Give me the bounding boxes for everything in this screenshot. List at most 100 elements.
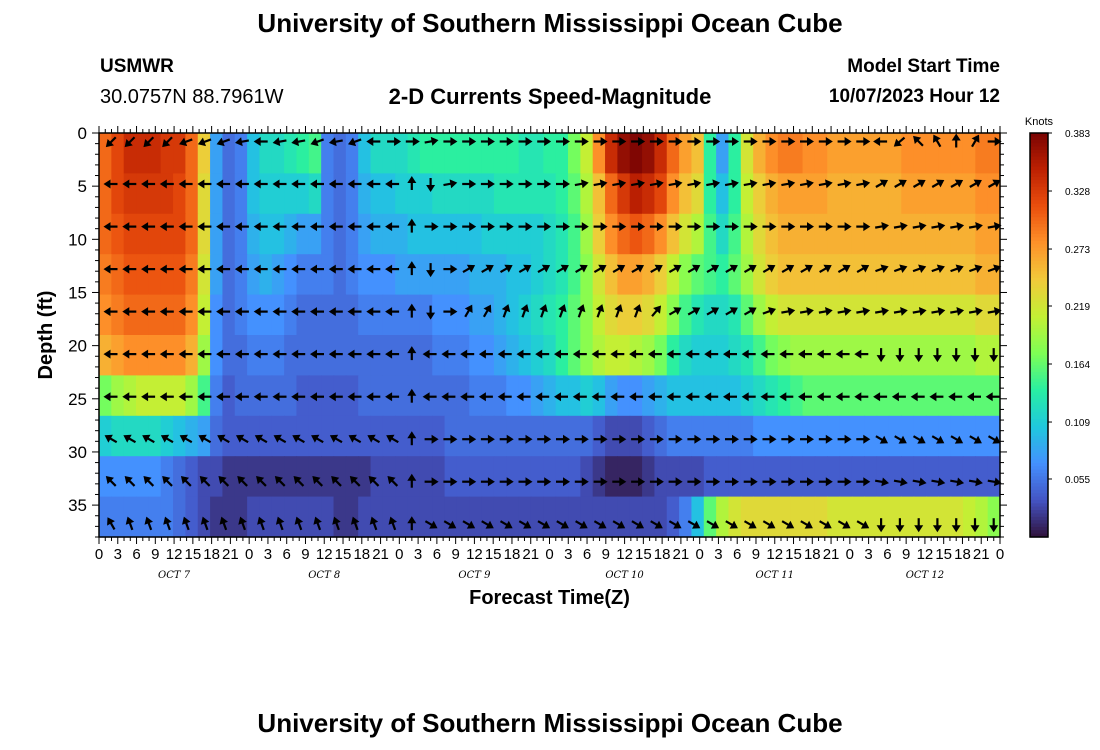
current-vector (967, 392, 981, 402)
colorbar-segment (1030, 365, 1048, 370)
current-vector (912, 264, 927, 273)
heatmap-cell (975, 415, 989, 457)
current-vector (593, 179, 608, 189)
heatmap-cell (703, 415, 717, 457)
current-vector (272, 349, 287, 359)
current-vector (951, 348, 961, 363)
colorbar-segment (1030, 260, 1048, 265)
heatmap-cell (605, 496, 618, 538)
heatmap-cell (284, 415, 298, 457)
current-vector (612, 137, 627, 146)
current-vector (631, 137, 646, 146)
x-tick-label: 18 (504, 546, 521, 563)
heatmap-cell (642, 415, 656, 457)
current-vector (837, 477, 852, 487)
current-vector (800, 137, 814, 146)
heatmap-cell (506, 415, 520, 457)
heatmap-cell (642, 375, 656, 417)
current-vector (725, 434, 739, 444)
heatmap-cell (259, 496, 273, 538)
current-vector (385, 392, 400, 402)
current-vector (426, 263, 436, 278)
current-vector (237, 476, 248, 487)
heatmap-cell (987, 294, 1001, 336)
current-vector (253, 179, 268, 189)
heatmap-cell (605, 294, 618, 336)
current-vector (310, 179, 324, 189)
colorbar-segment (1030, 355, 1048, 360)
heatmap-cell (753, 133, 767, 174)
chart-subtitle: 2-D Currents Speed-Magnitude (388, 84, 712, 109)
heatmap-cell (802, 133, 816, 174)
heatmap-cell (210, 375, 224, 417)
heatmap-cell (617, 415, 631, 457)
heatmap-cell (765, 335, 779, 376)
heatmap-cell (210, 294, 224, 336)
current-vector (518, 477, 533, 487)
heatmap-cell (827, 496, 841, 538)
heatmap-cell (345, 213, 359, 255)
heatmap-cell (123, 213, 137, 255)
colorbar-segment (1030, 483, 1048, 488)
current-vector (478, 349, 493, 359)
current-vector (800, 264, 813, 274)
heatmap-cell (666, 294, 680, 336)
current-vector (706, 477, 721, 487)
heatmap-cell (753, 375, 767, 417)
current-vector (274, 476, 286, 487)
heatmap-cell (148, 415, 162, 457)
heatmap-cell (296, 415, 310, 457)
current-vector (216, 264, 231, 274)
heatmap-cell (382, 213, 396, 255)
current-vector (706, 222, 721, 232)
heatmap-cell (703, 294, 717, 336)
day-label: OCT 9 (458, 570, 491, 581)
current-vector (631, 264, 645, 274)
current-vector (668, 434, 683, 444)
current-vector (931, 306, 946, 316)
current-vector (554, 349, 568, 359)
heatmap-cell (975, 375, 989, 417)
heatmap-cell (321, 254, 335, 296)
current-vector (234, 179, 249, 189)
current-vector (122, 222, 137, 232)
station-coordinates: 30.0757N 88.7961W (100, 86, 284, 108)
current-vector (180, 476, 192, 487)
heatmap-cell (679, 133, 693, 174)
heatmap-cell (580, 294, 594, 336)
current-vector (273, 434, 287, 444)
heatmap-cell (543, 496, 557, 538)
current-vector (687, 307, 701, 316)
current-vector (291, 349, 306, 359)
current-vector (762, 222, 777, 232)
current-vector (388, 516, 397, 531)
current-vector (328, 222, 343, 232)
heatmap-cell (222, 496, 236, 538)
current-vector (464, 304, 473, 318)
current-vector (537, 137, 552, 146)
heatmap-cell (925, 335, 939, 376)
heatmap-cell (802, 254, 816, 296)
current-vector (987, 477, 1002, 487)
heatmap-cell (382, 173, 396, 215)
heatmap-cell (308, 254, 322, 296)
x-tick-label: 0 (245, 546, 253, 563)
current-vector (837, 179, 852, 189)
heatmap-cell (481, 456, 495, 498)
heatmap-cell (580, 415, 594, 457)
heatmap-cell (481, 294, 495, 336)
heatmap-cell (617, 294, 631, 336)
heatmap-cell (247, 375, 261, 417)
current-vector (760, 392, 775, 402)
heatmap-cell (555, 415, 569, 457)
heatmap-cell (210, 496, 224, 538)
current-vector (328, 349, 343, 359)
current-vector (178, 307, 193, 317)
heatmap-cell (753, 173, 767, 215)
colorbar-tick-label: 0.383 (1065, 129, 1090, 140)
heatmap-cell (753, 294, 767, 336)
heatmap-cell (617, 254, 631, 296)
heatmap-cell (728, 456, 742, 498)
heatmap-cell (864, 254, 878, 296)
current-vector (103, 222, 118, 232)
